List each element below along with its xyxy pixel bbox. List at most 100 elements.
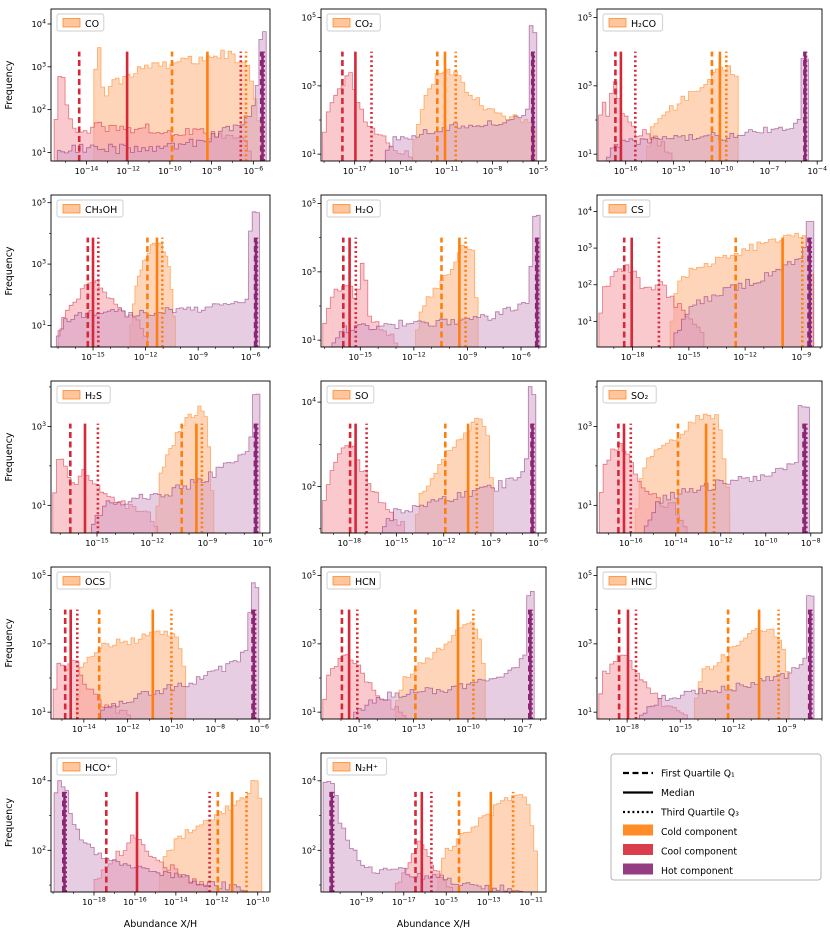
panel-co: 10−14 10−12 10−10 10−8 10−6 101 102 103 104 CO Fre… [1, 2, 277, 188]
panel-label-swatch [62, 576, 81, 586]
tick-label: 104 [302, 397, 317, 407]
tick-label: 10−14 [75, 166, 99, 176]
tick-label: 104 [302, 775, 317, 785]
panel-svg-ch3oh: 10−15 10−12 10−9 10−6 101 103 105 CH₃OH Frequenc… [4, 194, 271, 362]
axes-frame [596, 380, 823, 534]
panel-svg-h2co: 10−16 10−13 10−10 10−7 10−4 101 103 105 H₂CO [578, 8, 827, 176]
tick-label: 103 [32, 259, 47, 269]
tick-label: 10−9 [792, 352, 812, 362]
panel-label-swatch [332, 204, 351, 214]
y-axis-label: Frequency [4, 246, 15, 295]
legend-label: Cool component [661, 846, 737, 857]
tick-label: 10−13 [477, 897, 501, 907]
axes-frame [320, 566, 547, 720]
hist-hot [643, 405, 810, 534]
panel-svg-h2s: 10−15 10−12 10−9 10−6 101 103 H₂S Frequency [4, 380, 273, 548]
hist-hot [384, 25, 538, 162]
tick-label: 10−15 [668, 724, 692, 734]
panel-svg-h2o: 10−15 10−12 10−9 10−6 101 103 105 H₂O [302, 194, 547, 362]
tick-label: 101 [302, 707, 317, 717]
tick-label: 10−6 [511, 352, 531, 362]
legend-label: Third Quartile Q₃ [660, 807, 739, 818]
tick-label: 102 [578, 279, 593, 289]
panel-label-swatch [62, 390, 81, 400]
molecule-label: SO₂ [631, 391, 649, 402]
legend-svg: First Quartile Q₁ Median Third Quartile Q₃… [610, 753, 822, 881]
hist-hot [53, 780, 248, 893]
tick-label: 10−4 [807, 166, 827, 176]
tick-label: 10−19 [350, 897, 374, 907]
tick-label: 10−12 [733, 352, 757, 362]
tick-label: 10−10 [456, 724, 480, 734]
hist-cold [437, 794, 538, 893]
tick-label: 102 [32, 845, 47, 855]
molecule-label: CO [85, 19, 99, 30]
axes-frame [50, 194, 271, 348]
tick-label: 101 [302, 335, 317, 345]
molecule-label: CS [631, 205, 644, 216]
panel-n2hplus: 10−19 10−17 10−15 10−13 10−11 102 104 N₂H⁺ Abund… [277, 746, 553, 932]
panel-svg-ocs: 10−14 10−12 10−10 10−8 10−6 101 103 105 OCS Frequ… [4, 566, 271, 734]
tick-label: 101 [32, 707, 47, 717]
hist-hot [91, 393, 261, 534]
tick-label: 103 [578, 638, 593, 648]
panel-svg-cs: 10−18 10−15 10−12 10−9 101 102 103 104 CS [578, 194, 823, 362]
y-axis-label: Frequency [4, 60, 15, 109]
panel-svg-hcn: 10−16 10−13 10−10 10−7 101 103 105 HCN [302, 566, 547, 734]
tick-label: 10−6 [243, 166, 263, 176]
panel-label-swatch [332, 390, 351, 400]
tick-label: 10−15 [385, 538, 409, 548]
tick-label: 10−17 [343, 166, 367, 176]
tick-label: 10−18 [621, 352, 645, 362]
tick-label: 10−12 [402, 352, 426, 362]
y-axis-label: Frequency [4, 432, 15, 481]
panel-label-swatch [62, 204, 81, 214]
tick-label: 10−10 [754, 538, 778, 548]
panel-svg-co2: 10−17 10−14 10−11 10−8 10−5 101 103 105 CO₂ [302, 8, 549, 176]
panel-ch3oh: 10−15 10−12 10−9 10−6 101 103 105 CH₃OH Frequenc… [1, 188, 277, 374]
tick-label: 10−16 [123, 897, 147, 907]
tick-label: 103 [578, 243, 593, 253]
legend-swatch-cold [623, 824, 653, 836]
hist-hot [322, 781, 524, 893]
tick-label: 101 [32, 500, 47, 510]
y-axis-label: Frequency [4, 618, 15, 667]
tick-label: 104 [578, 206, 593, 216]
legend-label: First Quartile Q₁ [661, 768, 735, 779]
panel-label-swatch [608, 18, 627, 28]
x-axis-label: Abundance X/H [397, 919, 470, 930]
panel-h2o: 10−15 10−12 10−9 10−6 101 103 105 H₂O [277, 188, 553, 374]
tick-label: 10−15 [348, 352, 372, 362]
axes-frame [320, 8, 547, 162]
tick-label: 10−15 [434, 897, 458, 907]
hist-cool [322, 445, 405, 534]
molecule-label: H₂CO [631, 19, 656, 30]
axes-frame [596, 566, 823, 720]
panel-label-swatch [62, 18, 81, 28]
tick-label: 103 [302, 80, 317, 90]
tick-label: 10−12 [140, 538, 164, 548]
axes-frame [320, 380, 547, 534]
axes-frame [50, 566, 271, 720]
panel-svg-so: 10−18 10−15 10−12 10−9 10−6 102 104 SO [302, 380, 548, 548]
molecule-label: CO₂ [355, 19, 373, 30]
tick-label: 103 [578, 80, 593, 90]
panel-hcoplus: 10−18 10−16 10−14 10−12 10−10 102 104 HCO⁺ Frequ… [1, 746, 277, 932]
tick-label: 103 [302, 638, 317, 648]
tick-label: 10−9 [188, 352, 208, 362]
tick-label: 101 [32, 147, 47, 157]
hist-hot [382, 386, 537, 534]
tick-label: 10−15 [85, 538, 109, 548]
x-axis-label: Abundance X/H [124, 919, 197, 930]
axes-frame [320, 752, 547, 893]
panel-svg-co: 10−14 10−12 10−10 10−8 10−6 101 102 103 104 CO Fre… [4, 8, 271, 176]
figure-legend: First Quartile Q₁ Median Third Quartile Q₃… [553, 746, 829, 932]
tick-label: 10−14 [72, 724, 96, 734]
molecule-label: HCO⁺ [85, 763, 111, 774]
panel-label-swatch [332, 762, 351, 772]
tick-label: 10−8 [202, 166, 222, 176]
tick-label: 10−5 [529, 166, 549, 176]
tick-label: 101 [302, 149, 317, 159]
molecule-label: HCN [355, 577, 376, 588]
legend-swatch-cool [623, 844, 653, 855]
